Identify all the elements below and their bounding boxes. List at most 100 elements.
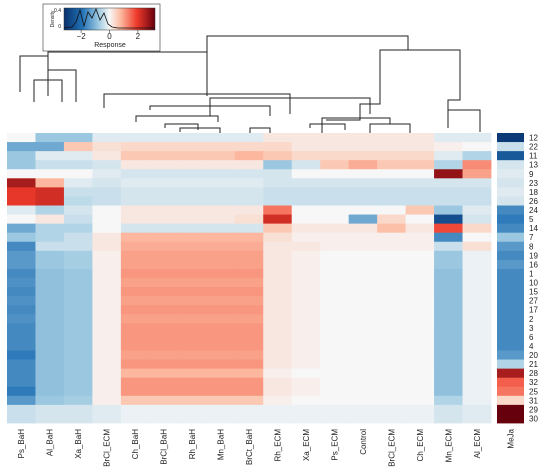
heatmap-cell [177,241,207,252]
column-label: BrCl_BaH [160,429,169,465]
heatmap-cell [291,386,321,397]
heatmap-cell [177,196,207,206]
heatmap-cell [405,196,435,206]
heatmap-cell [462,232,492,243]
heatmap-cell [63,341,93,351]
heatmap-cell [434,196,463,206]
row-label: 4 [529,342,534,351]
heatmap-cell [405,169,435,179]
heatmap-cell [92,287,122,297]
heatmap-cell [462,169,492,179]
heatmap-cell [177,287,207,297]
heatmap-cell [149,241,179,252]
heatmap-cell [92,133,122,143]
heatmap-cell [320,287,350,297]
color-key-ylabel: Density [50,10,56,27]
heatmap-cell [263,386,293,397]
heatmap-cell [348,178,378,188]
heatmap-cell [348,196,378,206]
heatmap-cell [149,413,179,424]
heatmap-cell [320,278,350,288]
heatmap-cell [405,305,435,315]
heatmap-cell [434,250,463,261]
column-label: Ch_BaH [131,429,140,459]
heatmap-cell [405,133,435,143]
heatmap-cell [206,413,236,424]
heatmap-cell [206,160,236,170]
heatmap-cell [462,250,492,261]
heatmap-cell [434,395,463,406]
heatmap-cell [377,268,406,279]
column-label: BrCl_ECM [387,429,396,467]
heatmap-cell [7,332,36,342]
heatmap-cell [63,368,93,379]
heatmap-cell [7,314,36,324]
row-label: 29 [529,405,538,414]
row-label: 13 [529,161,538,170]
heatmap-cell [405,187,435,197]
heatmap-cell [177,305,207,315]
heatmap-cell [120,142,150,152]
heatmap-cell [320,386,350,397]
annotation-cell [497,142,524,152]
heatmap-cell [149,341,179,351]
heatmap-cell [7,268,36,279]
heatmap-cell [234,160,264,170]
heatmap-cell [92,196,122,206]
heatmap-cell [149,169,179,179]
heatmap-cell [234,142,264,152]
heatmap-cell [462,323,492,333]
heatmap-cell [35,196,65,206]
row-label: 31 [529,396,538,405]
heatmap-cell [320,187,350,197]
annotation-cell [497,314,524,324]
heatmap-cell [348,287,378,297]
heatmap-cell [462,133,492,143]
heatmap-cell [177,359,207,370]
heatmap-cell [149,196,179,206]
heatmap-cell [120,223,150,234]
heatmap-cell [7,278,36,288]
heatmap-cell [263,377,293,388]
heatmap-cell [405,314,435,324]
heatmap-cell [377,386,406,397]
annotation-cell [497,377,524,388]
heatmap-cell [206,377,236,388]
heatmap-cell [206,223,236,234]
heatmap-cell [177,332,207,342]
column-label: Xa_BaH [74,429,83,459]
column-label: Al_ECM [473,429,482,459]
heatmap-cell [177,386,207,397]
heatmap-cell [7,377,36,388]
heatmap-cell [234,214,264,225]
heatmap-cell [7,169,36,179]
heatmap-cell [63,404,93,415]
heatmap-cell [434,259,463,270]
column-label: Ps_BaH [17,429,26,459]
heatmap-cell [206,241,236,252]
heatmap-cell [263,169,293,179]
heatmap-cell [63,187,93,197]
heatmap-cell [263,142,293,152]
heatmap-cell [35,250,65,261]
heatmap-cell [263,359,293,370]
heatmap-cell [177,296,207,306]
heatmap-cell [120,196,150,206]
annotation-cell [497,178,524,188]
heatmap-cell [177,278,207,288]
heatmap-cell [462,268,492,279]
heatmap-cell [377,223,406,234]
heatmap-cell [120,268,150,279]
heatmap-cell [348,250,378,261]
heatmap-cell [92,205,122,215]
column-label: Xa_ECM [302,429,311,461]
heatmap-cell [206,151,236,161]
heatmap-cell [149,232,179,243]
heatmap-cell [234,377,264,388]
heatmap-cell [348,151,378,161]
heatmap-cell [234,196,264,206]
heatmap-cell [348,259,378,270]
heatmap-cell [120,169,150,179]
heatmap-cell [206,187,236,197]
annotation-cell [497,395,524,406]
